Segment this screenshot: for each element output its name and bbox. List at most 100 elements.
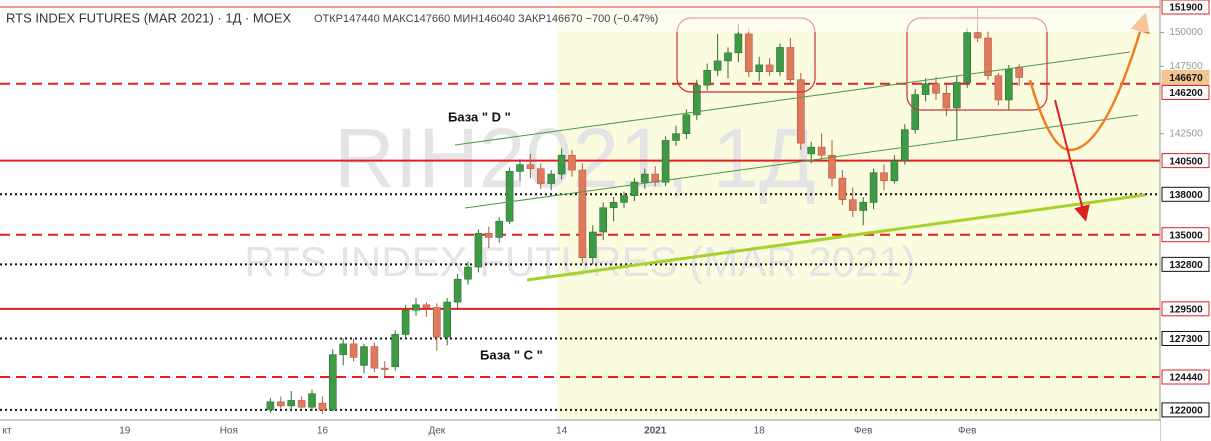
price-label-bg [1161, 402, 1210, 418]
candle-body [516, 164, 524, 172]
forecast-arrow [1054, 99, 1090, 222]
candle-body [276, 401, 285, 407]
candle-body [391, 334, 400, 368]
candle-body [412, 304, 420, 311]
drawings: База " D " База " C " [448, 12, 1150, 362]
candle-body [765, 64, 774, 72]
candle-body [464, 266, 472, 280]
candle-body [308, 393, 316, 408]
annotation: База " C " [480, 347, 543, 362]
candle-body [318, 402, 327, 411]
price-label-bg [1161, 0, 1210, 15]
candle-body [692, 84, 701, 116]
candle-body [640, 173, 649, 183]
candle-body [952, 82, 961, 109]
y-tick-label: 150000 [1169, 27, 1203, 38]
candle-body [869, 172, 878, 203]
candle-body [817, 146, 826, 156]
candle-body [703, 70, 712, 86]
candle-body [734, 33, 743, 54]
price-label: 124440 [1169, 373, 1203, 384]
channel-line [464, 114, 1139, 209]
time-axis [0, 420, 1160, 441]
candle-body [297, 400, 306, 408]
price-label: 132800 [1169, 260, 1203, 271]
y-tick-label: 147500 [1169, 61, 1203, 72]
candle-body [828, 154, 836, 179]
candle-body [744, 33, 753, 72]
candle-body [973, 32, 982, 39]
candle-body [942, 92, 951, 109]
x-tick-label: Фев [958, 426, 976, 437]
candle-body [339, 343, 348, 355]
candle-body [755, 64, 764, 72]
price-label-bg [1161, 330, 1210, 346]
price-label-bg [1161, 84, 1210, 100]
x-tick-label: 16 [317, 426, 329, 437]
candle-body [921, 83, 930, 95]
candle-body [724, 52, 732, 62]
candle-body [796, 79, 805, 144]
candle-body [266, 401, 275, 411]
candle-body [453, 278, 462, 303]
price-label-bg [1161, 369, 1210, 385]
candle-body [661, 140, 670, 183]
candle-body [786, 47, 795, 81]
candle-body [620, 195, 628, 203]
candle-body [505, 171, 514, 222]
candle-body [994, 75, 1003, 101]
price-label: 135000 [1169, 230, 1203, 241]
trend-line [526, 193, 1146, 282]
price-label-bg [1161, 227, 1210, 243]
candle-body [848, 199, 857, 211]
candle-body [963, 32, 972, 83]
price-label: 146200 [1169, 88, 1203, 99]
price-label: 140500 [1169, 156, 1203, 167]
candle-body [360, 346, 368, 366]
candle-body [557, 154, 566, 175]
x-tick-label: Дек [428, 426, 445, 437]
price-label-bg [1161, 69, 1210, 85]
chart-title: RTS INDEX FUTURES (MAR 2021) · 1Д · MOEX [6, 10, 292, 25]
price-label: 127300 [1169, 334, 1203, 345]
candle-body [838, 177, 847, 200]
candle-body [495, 220, 504, 238]
candle-body [588, 231, 597, 258]
candle-body [443, 301, 452, 338]
price-label: 138000 [1169, 190, 1203, 201]
candle-body [474, 233, 483, 268]
candle-body [287, 400, 296, 407]
candle-body [432, 307, 441, 338]
price-label: 151900 [1169, 3, 1203, 14]
candle-body [547, 173, 556, 184]
price-label-bg [1161, 301, 1210, 317]
candle-body [526, 164, 535, 170]
candle-body [609, 202, 618, 209]
x-tick-label: 14 [556, 426, 568, 437]
candle-body [807, 146, 816, 155]
candle-body [370, 346, 379, 369]
candle-body [682, 114, 691, 134]
candle-body [1015, 66, 1024, 78]
candle-body [890, 160, 899, 182]
x-tick-label: 18 [754, 426, 766, 437]
x-tick-label: Фев [854, 426, 872, 437]
candle-body [401, 309, 410, 335]
highlight-zone [557, 0, 1160, 420]
candle-body [328, 354, 337, 411]
candle-body [672, 133, 680, 141]
candle-body [630, 181, 639, 196]
candle-body [932, 83, 940, 94]
x-tick-label: кт [2, 426, 11, 437]
candle-body [599, 207, 608, 233]
forecast-arrow [1028, 12, 1150, 152]
candle-body [536, 168, 545, 184]
candle-body [484, 233, 493, 238]
ohlc-info: ОТКР147440 МАКС147660 МИН146040 ЗАКР1466… [314, 13, 658, 25]
price-label-bg [1161, 256, 1210, 272]
channel-line [454, 51, 1131, 146]
candle-body [776, 47, 784, 72]
price-label-bg [1161, 186, 1210, 202]
price-label-bg [1161, 153, 1210, 169]
